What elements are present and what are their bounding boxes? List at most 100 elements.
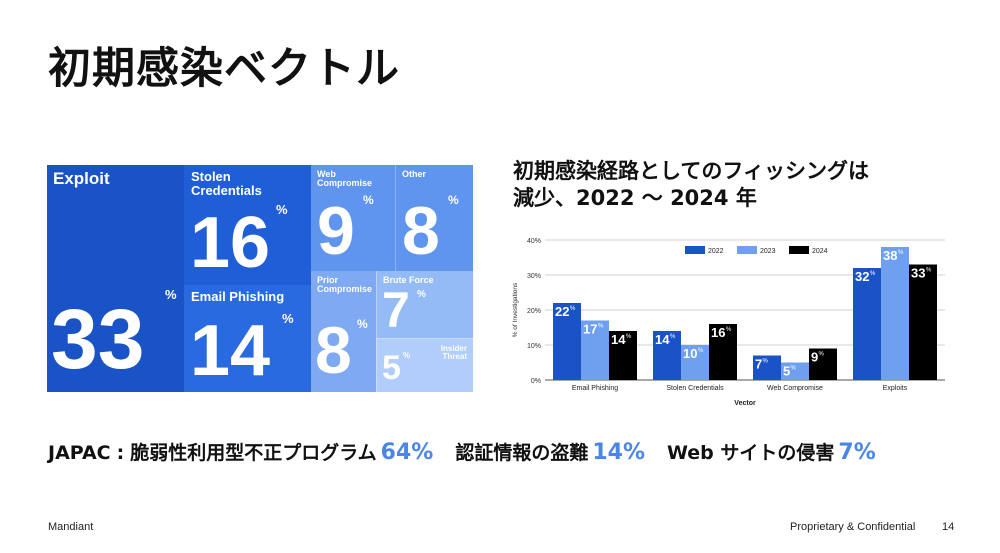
chart-title: 初期感染経路としてのフィッシングは 減少、2022 ～ 2024 年 [513, 158, 953, 213]
bar-value-label: 7 [755, 357, 762, 372]
y-tick-label: 10% [527, 343, 541, 350]
tile-value: 33 [51, 292, 145, 386]
legend-label: 2023 [760, 248, 776, 255]
tile-value: 7 [382, 282, 410, 338]
treemap-tile-email-phishing: Email Phishing 14 % [184, 285, 311, 392]
bar [753, 355, 781, 380]
bar-value-label: 5 [783, 364, 790, 379]
bar [681, 345, 709, 380]
tile-value: 9 [317, 193, 355, 269]
bar-value-label: 33 [911, 266, 925, 281]
bar-value-suffix: % [763, 359, 769, 365]
tile-label: Stolen Credentials [191, 169, 262, 198]
tile-percent: % [276, 202, 288, 217]
japac-item-label: Web サイトの侵害 [667, 442, 835, 464]
tile-value: 5 [382, 349, 401, 387]
x-axis-label: Vector [734, 400, 756, 407]
treemap-tile-other: Other 8 % [395, 165, 473, 271]
bar [781, 362, 809, 380]
legend-label: 2024 [812, 248, 828, 255]
y-tick-label: 20% [527, 308, 541, 315]
bar-value-label: 38 [883, 248, 897, 263]
treemap-tile-insider-threat: 5 % Insider Threat [376, 338, 473, 392]
chart-title-line1: 初期感染経路としてのフィッシングは [513, 159, 869, 183]
bar-value-suffix: % [898, 250, 904, 256]
tile-percent: % [448, 193, 459, 207]
initial-vector-treemap: Exploit 33 % Stolen Credentials 16 % Ema… [47, 165, 473, 392]
x-tick-label: Exploits [883, 385, 908, 392]
bar [809, 348, 837, 380]
bar-value-label: 17 [583, 322, 597, 337]
page-number: 14 [942, 521, 955, 533]
treemap-tile-web-compromise: Web Compromise 9 % [311, 165, 395, 271]
legend-swatch [737, 246, 757, 254]
tile-percent: % [417, 289, 426, 300]
bar-value-label: 10 [683, 346, 697, 361]
tile-value: 8 [402, 193, 440, 269]
tile-percent: % [357, 317, 368, 331]
bar [653, 331, 681, 380]
bar [909, 264, 937, 380]
tile-label: Insider Threat [440, 344, 467, 362]
chart-title-line2: 減少、2022 ～ 2024 年 [513, 186, 757, 211]
japac-region: JAPAC [48, 442, 111, 464]
tile-percent: % [363, 193, 374, 207]
y-tick-label: 30% [527, 273, 541, 280]
bar-value-suffix: % [670, 334, 676, 340]
treemap-tile-prior-compromise: Prior Compromise 8 % [311, 271, 376, 392]
bar-value-suffix: % [870, 271, 876, 277]
japac-item-value: 14% [592, 440, 646, 465]
tile-value: 16 [190, 203, 271, 283]
treemap-tile-stolen-credentials: Stolen Credentials 16 % [184, 165, 311, 285]
japac-colon: : [116, 442, 125, 464]
tile-value: 14 [190, 311, 271, 391]
x-tick-label: Stolen Credentials [666, 385, 724, 392]
tile-percent: % [403, 351, 411, 360]
tile-label: Email Phishing [191, 289, 285, 304]
bar [581, 320, 609, 380]
tile-label: Prior Compromise [317, 275, 373, 295]
treemap-tile-brute-force: Brute Force 7 % [376, 271, 473, 338]
footer-brand: Mandiant [48, 521, 94, 533]
bar-value-suffix: % [926, 268, 932, 274]
bar-value-suffix: % [726, 327, 732, 333]
tile-label: Other [402, 169, 427, 179]
japac-item-label: 脆弱性利用型不正プログラム [130, 442, 377, 464]
tile-percent: % [282, 311, 294, 326]
tile-value: 8 [315, 313, 352, 387]
x-tick-label: Email Phishing [572, 385, 618, 392]
y-axis-label: % of Investigations [512, 282, 519, 337]
y-tick-label: 0% [531, 378, 541, 385]
bar-chart-svg: 0%10%20%30%40%% of Investigations 22 %17 %1… [512, 238, 945, 407]
x-tick-label: Web Compromise [767, 385, 823, 392]
treemap-tile-exploit: Exploit 33 % [47, 165, 184, 392]
bar-value-label: 14 [655, 332, 670, 347]
bar-value-suffix: % [626, 334, 632, 340]
japac-item-value: 64% [380, 440, 434, 465]
bar-value-suffix: % [819, 352, 825, 358]
y-tick-label: 40% [527, 238, 541, 245]
bar [853, 268, 881, 380]
bar-value-label: 14 [611, 332, 626, 347]
japac-item-label: 認証情報の盗難 [455, 442, 589, 464]
bar-value-label: 16 [711, 325, 725, 340]
tile-percent: % [165, 287, 177, 302]
legend-swatch [789, 246, 809, 254]
bar-value-label: 22 [555, 304, 569, 319]
footer-confidential: Proprietary & Confidential [790, 521, 916, 533]
legend-swatch [685, 246, 705, 254]
bar-value-suffix: % [598, 324, 604, 330]
bar-value-suffix: % [791, 366, 797, 372]
tile-label: Exploit [53, 169, 110, 188]
japac-item-value: 7% [838, 440, 876, 465]
tile-label: Brute Force [383, 275, 434, 285]
bar [709, 324, 737, 380]
bar [881, 247, 909, 380]
tile-label: Web Compromise [317, 169, 373, 189]
slide-title: 初期感染ベクトル [48, 44, 400, 94]
bar-value-label: 9 [811, 350, 818, 365]
bar [553, 303, 581, 380]
japac-summary: JAPAC: 脆弱性利用型不正プログラム 64% 認証情報の盗難 14% Web サイトの… [48, 438, 898, 465]
bar-value-suffix: % [570, 306, 576, 312]
bar [609, 331, 637, 380]
